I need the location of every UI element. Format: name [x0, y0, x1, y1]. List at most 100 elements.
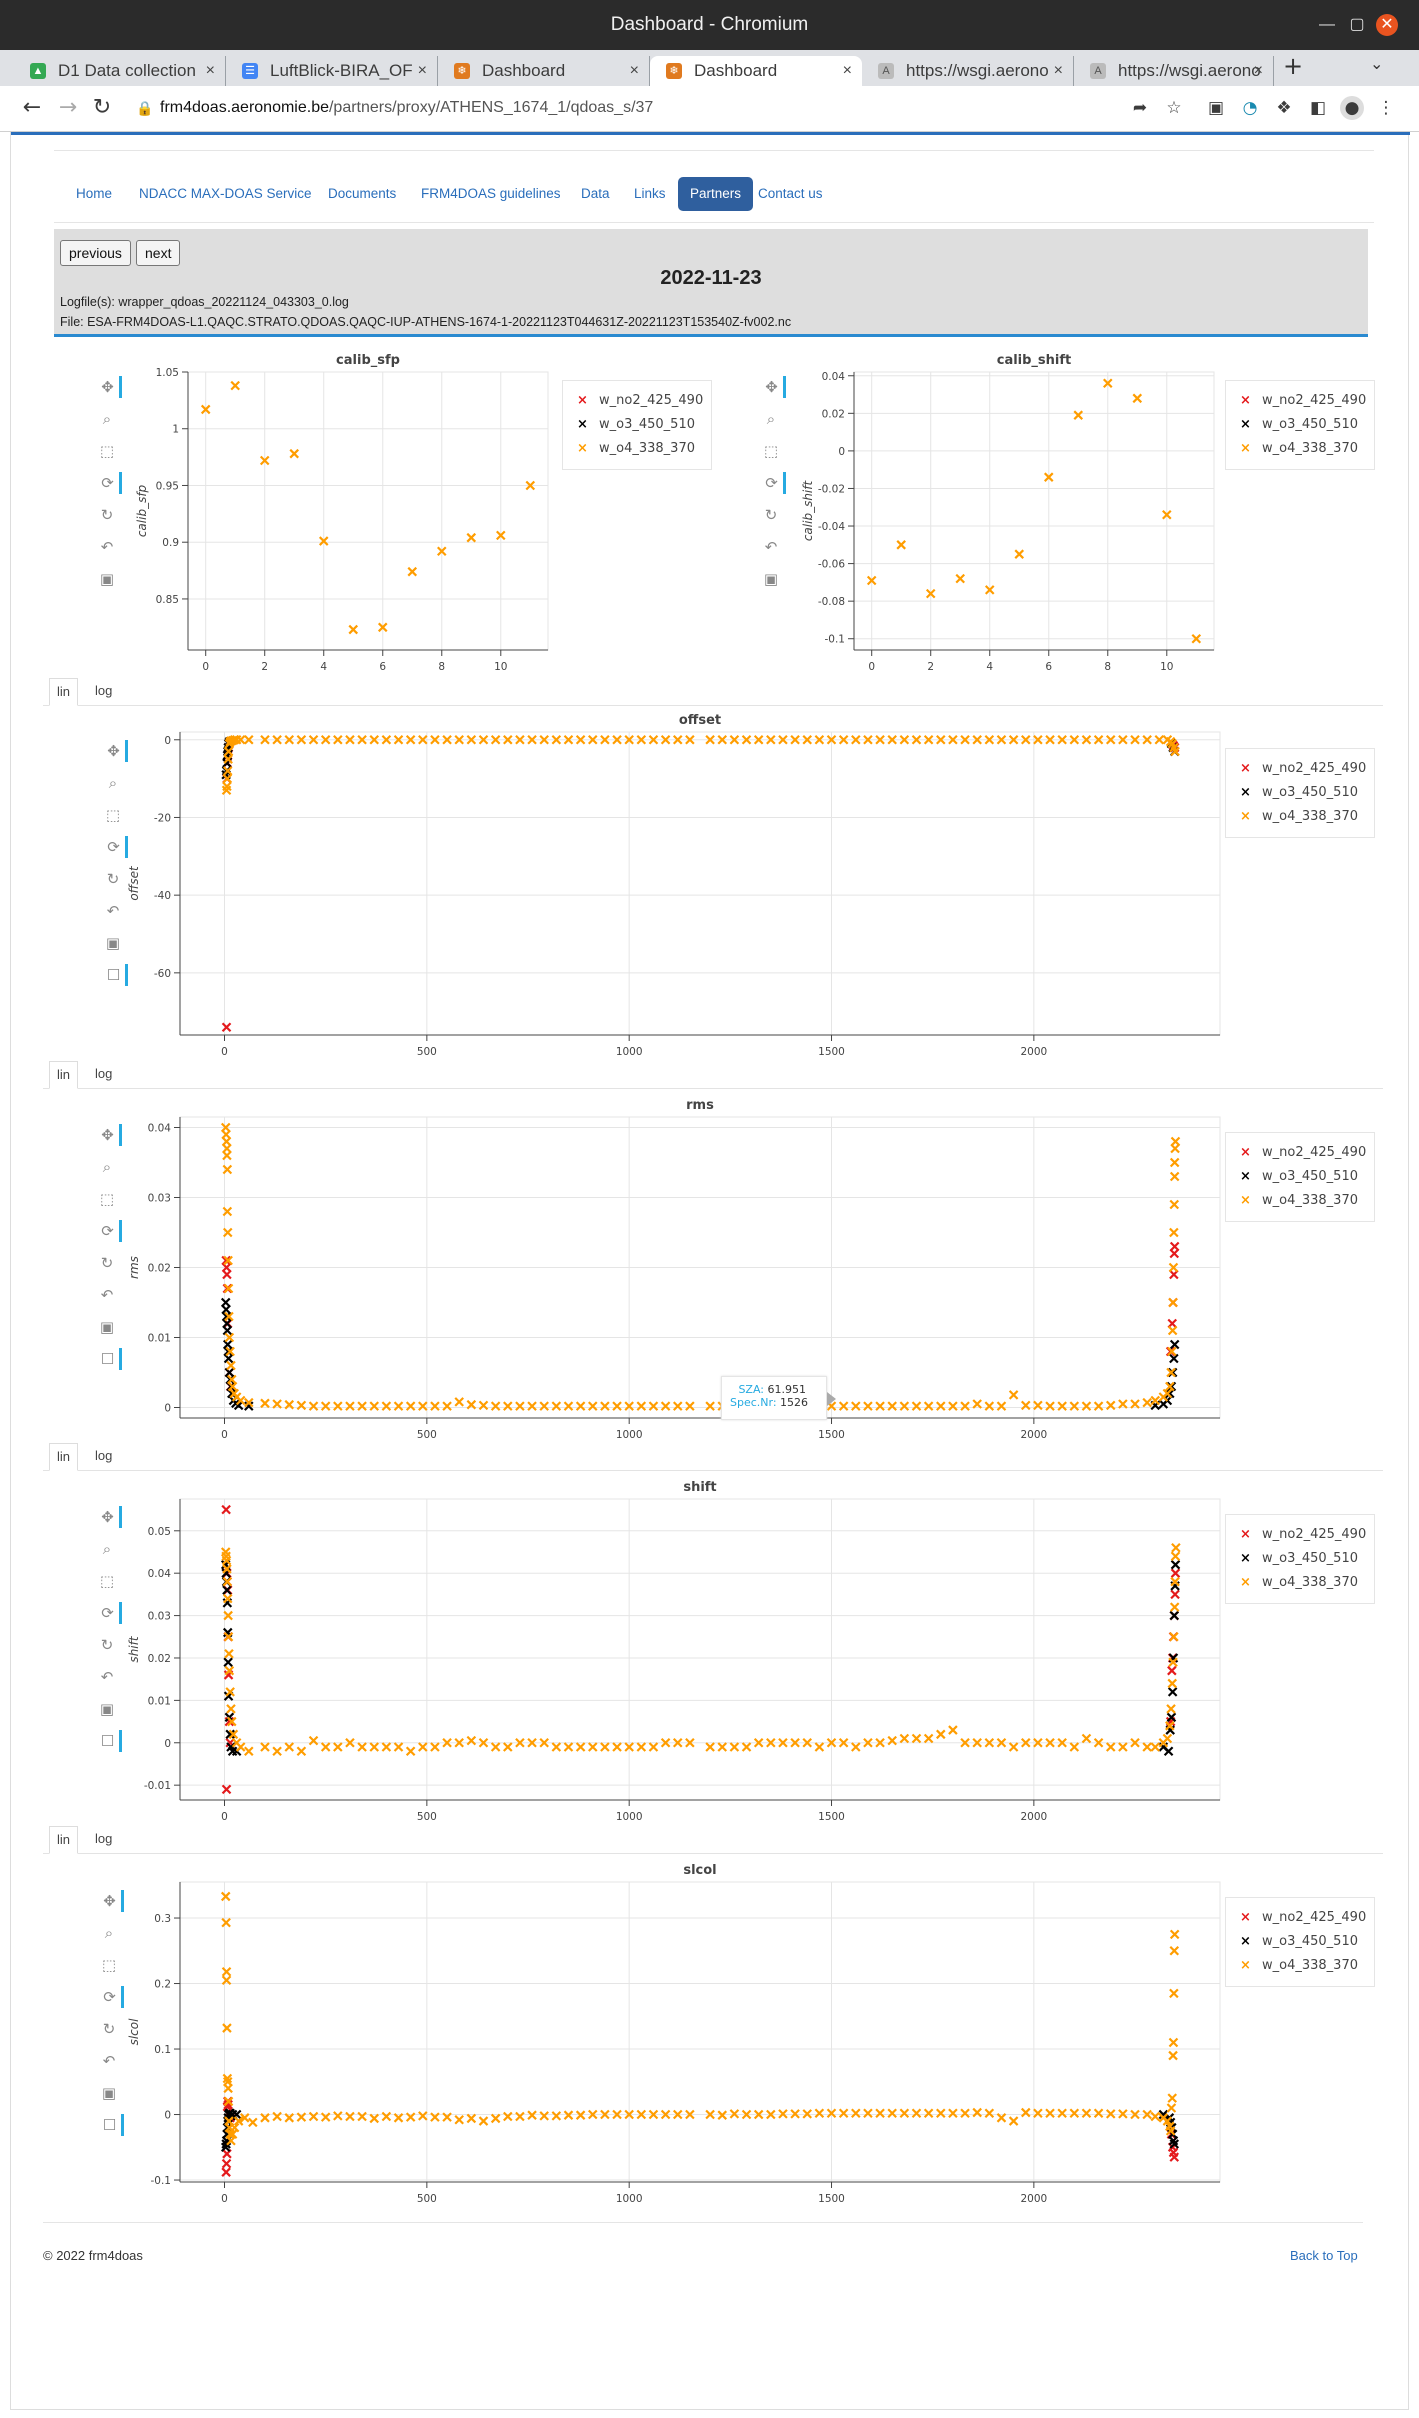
- data-point-w_o4_338_370[interactable]: [345, 2111, 355, 2122]
- data-point-w_o4_338_370[interactable]: [875, 1401, 885, 1411]
- data-point-w_o4_338_370[interactable]: [587, 2109, 598, 2120]
- data-point-w_o4_338_370[interactable]: [996, 734, 1007, 745]
- data-point-w_o4_338_370[interactable]: [539, 1401, 549, 1411]
- data-point-w_o4_338_370[interactable]: [851, 2108, 861, 2118]
- data-point-w_o4_338_370[interactable]: [790, 2109, 800, 2119]
- data-point-w_o4_338_370[interactable]: [357, 1401, 367, 1411]
- close-window-icon[interactable]: ✕: [1376, 14, 1398, 36]
- data-point-w_o4_338_370[interactable]: [430, 1742, 440, 1752]
- data-point-w_o4_338_370[interactable]: [899, 2108, 910, 2118]
- data-point-w_o4_338_370[interactable]: [1081, 734, 1092, 745]
- legend-item-w_o4_338_370[interactable]: × w_o4_338_370: [563, 437, 711, 461]
- data-point-w_o4_338_370[interactable]: [660, 2109, 671, 2120]
- data-point-w_o4_338_370[interactable]: [1043, 472, 1054, 482]
- data-point-w_o4_338_370[interactable]: [223, 1283, 234, 1294]
- data-point-w_o4_338_370[interactable]: [1169, 1988, 1179, 1999]
- data-point-w_o4_338_370[interactable]: [527, 2110, 537, 2120]
- data-point-w_o4_338_370[interactable]: [972, 2107, 982, 2118]
- data-point-w_o4_338_370[interactable]: [717, 1742, 728, 1752]
- data-point-w_o4_338_370[interactable]: [741, 2109, 752, 2120]
- data-point-w_o4_338_370[interactable]: [851, 1742, 861, 1752]
- data-point-w_o4_338_370[interactable]: [1081, 1401, 1092, 1411]
- data-point-w_o4_338_370[interactable]: [235, 734, 246, 745]
- data-point-w_o4_338_370[interactable]: [539, 2111, 549, 2121]
- tab-dashboard-1[interactable]: ❄ Dashboard ×: [438, 56, 650, 86]
- data-point-w_o4_338_370[interactable]: [284, 2113, 295, 2123]
- tab-dashboard-2[interactable]: ❄ Dashboard ×: [650, 56, 862, 86]
- data-point-w_o4_338_370[interactable]: [1105, 1742, 1116, 1752]
- data-point-w_o4_338_370[interactable]: [1093, 734, 1104, 745]
- data-point-w_o4_338_370[interactable]: [239, 2113, 250, 2123]
- reset-icon[interactable]: ↻: [100, 1636, 114, 1654]
- tab-lin[interactable]: lin: [49, 1826, 79, 1854]
- data-point-w_o4_338_370[interactable]: [244, 734, 254, 745]
- data-point-w_o4_338_370[interactable]: [672, 1737, 683, 1748]
- data-point-w_o4_338_370[interactable]: [1014, 549, 1025, 559]
- data-point-w_o4_338_370[interactable]: [527, 1737, 537, 1748]
- pan-icon[interactable]: ✥: [96, 1124, 122, 1146]
- data-point-w_o4_338_370[interactable]: [911, 1733, 922, 1744]
- data-point-w_o4_338_370[interactable]: [1169, 1946, 1180, 1956]
- data-point-w_o4_338_370[interactable]: [235, 1395, 246, 1406]
- data-point-w_o4_338_370[interactable]: [478, 2116, 489, 2126]
- data-point-w_o4_338_370[interactable]: [228, 1729, 239, 1740]
- data-point-w_o4_338_370[interactable]: [1165, 1381, 1175, 1392]
- data-point-w_o3_450_510[interactable]: [1163, 1746, 1174, 1757]
- hover-icon[interactable]: ☐: [96, 1348, 122, 1370]
- data-point-w_o4_338_370[interactable]: [1081, 1733, 1092, 1744]
- save-icon[interactable]: ▣: [763, 570, 779, 588]
- data-point-w_o4_338_370[interactable]: [503, 734, 513, 745]
- data-point-w_o4_338_370[interactable]: [587, 1742, 598, 1752]
- data-point-w_o4_338_370[interactable]: [224, 1648, 234, 1659]
- reset-icon[interactable]: ↻: [100, 506, 114, 524]
- data-point-w_o4_338_370[interactable]: [955, 573, 966, 584]
- data-point-w_o4_338_370[interactable]: [418, 2111, 428, 2121]
- maximize-icon[interactable]: ▢: [1349, 16, 1365, 33]
- data-point-w_o4_338_370[interactable]: [899, 1401, 910, 1411]
- data-point-w_o4_338_370[interactable]: [1033, 1400, 1043, 1411]
- tab-lin[interactable]: lin: [49, 678, 79, 706]
- data-point-w_o4_338_370[interactable]: [814, 2108, 825, 2118]
- legend-item-w_o4_338_370[interactable]: × w_o4_338_370: [1226, 805, 1374, 829]
- data-point-w_o4_338_370[interactable]: [221, 1917, 231, 1928]
- data-point-w_o4_338_370[interactable]: [1069, 1742, 1080, 1752]
- reset-icon[interactable]: ↻: [764, 506, 778, 524]
- data-point-w_o4_338_370[interactable]: [442, 1737, 452, 1748]
- new-tab-icon[interactable]: +: [1283, 52, 1304, 80]
- data-point-w_o4_338_370[interactable]: [1093, 2108, 1104, 2118]
- data-point-w_o4_338_370[interactable]: [308, 734, 319, 745]
- data-point-w_o4_338_370[interactable]: [1169, 1632, 1179, 1642]
- data-point-w_o4_338_370[interactable]: [223, 1255, 233, 1266]
- box-zoom-icon[interactable]: ⌕: [104, 1924, 114, 1942]
- data-point-w_o4_338_370[interactable]: [357, 1742, 367, 1752]
- legend-item-w_no2_425_490[interactable]: × w_no2_425_490: [1226, 1141, 1374, 1165]
- data-point-w_o4_338_370[interactable]: [851, 1401, 861, 1411]
- tab-wsgi-2[interactable]: A https://wsgi.aerono ×: [1074, 56, 1274, 86]
- data-point-w_no2_425_490[interactable]: [221, 1784, 232, 1795]
- data-point-w_o4_338_370[interactable]: [1130, 1737, 1140, 1748]
- back-icon[interactable]: ←: [22, 95, 42, 120]
- tab-log[interactable]: log: [95, 1066, 113, 1081]
- data-point-w_o4_338_370[interactable]: [960, 1737, 970, 1748]
- data-point-w_o4_338_370[interactable]: [984, 1401, 995, 1411]
- data-point-w_o4_338_370[interactable]: [418, 1742, 428, 1752]
- tab-log[interactable]: log: [95, 683, 113, 698]
- data-point-w_o4_338_370[interactable]: [454, 1737, 464, 1748]
- data-point-w_o4_338_370[interactable]: [875, 2108, 885, 2118]
- tab-wsgi-1[interactable]: A https://wsgi.aerono ×: [862, 56, 1074, 86]
- data-point-w_o4_338_370[interactable]: [348, 624, 359, 635]
- data-point-w_o4_338_370[interactable]: [284, 1742, 295, 1752]
- data-point-w_o4_338_370[interactable]: [466, 1735, 477, 1746]
- bookmark-star-icon[interactable]: ☆: [1166, 98, 1182, 118]
- data-point-w_o4_338_370[interactable]: [345, 734, 355, 745]
- data-point-w_o4_338_370[interactable]: [381, 1401, 392, 1411]
- data-point-w_o3_450_510[interactable]: [223, 1657, 233, 1667]
- legend-item-w_o4_338_370[interactable]: × w_o4_338_370: [1226, 1954, 1374, 1978]
- address-bar[interactable]: 🔒 frm4doas.aeronomie.be/partners/proxy/A…: [130, 91, 1210, 125]
- data-point-w_o4_338_370[interactable]: [272, 2111, 282, 2122]
- data-point-w_o4_338_370[interactable]: [393, 1742, 404, 1752]
- data-point-w_o4_338_370[interactable]: [222, 1564, 232, 1574]
- data-point-w_o3_450_510[interactable]: [221, 2139, 231, 2149]
- undo-icon[interactable]: ↶: [764, 538, 778, 556]
